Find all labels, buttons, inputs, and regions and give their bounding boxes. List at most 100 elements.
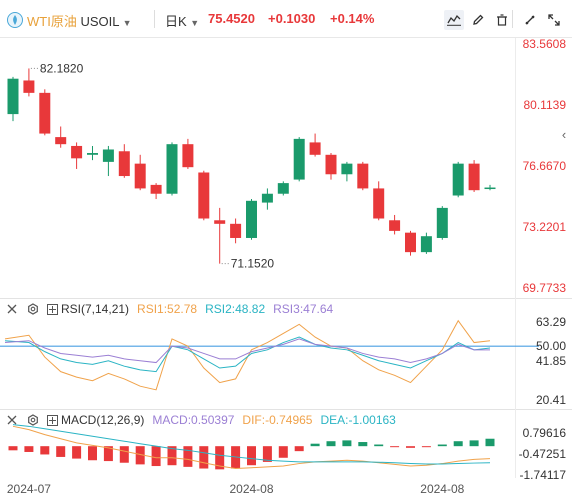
macd-axis: 0.79616 -0.47251 -1.74117: [519, 426, 567, 482]
macd-histogram-bar: [40, 446, 50, 455]
macd-histogram-bar: [262, 446, 272, 462]
period-chevron-down-icon: ▼: [190, 18, 200, 28]
visibility-icon[interactable]: [47, 414, 58, 426]
visibility-icon[interactable]: [47, 303, 58, 315]
price-tick-label: 80.1139: [524, 98, 567, 112]
candle-body: [452, 163, 464, 196]
rsi-series-rsi1: [4, 319, 491, 391]
macd-series-dea: [12, 424, 491, 465]
candle-body: [246, 200, 257, 238]
candle-body: [468, 163, 480, 191]
macd-indicator-label: MACD(12,26,9): [61, 413, 145, 427]
tools-icon: [525, 15, 535, 25]
time-tick-label: 2024-08: [229, 482, 273, 496]
rsi-tick-label: 20.41: [536, 393, 566, 407]
macd-histogram-bar: [342, 440, 352, 447]
candle-body: [357, 163, 369, 189]
macd-histogram-bar: [199, 446, 209, 469]
close-panel-icon[interactable]: [6, 414, 18, 426]
candle-body: [150, 184, 162, 194]
macd-layer: [8, 424, 495, 470]
candle-body: [405, 232, 416, 253]
macd-tick-label: -1.74117: [520, 468, 567, 482]
macd-histogram-bar: [358, 442, 368, 447]
macd-histogram-bar: [8, 446, 18, 451]
candle-body: [341, 163, 353, 175]
rsi2-legend: RSI2:48.82: [205, 302, 266, 316]
macd-histogram-bar: [326, 441, 336, 447]
candle-body: [420, 236, 432, 253]
rsi-tick-label: 63.29: [536, 315, 566, 329]
macd-tick-label: -0.47251: [519, 447, 567, 461]
rsi1-legend: RSI1:52.78: [137, 302, 198, 316]
macd-histogram-bar: [294, 446, 304, 452]
macd-histogram-bar: [167, 446, 177, 466]
macd-histogram-bar: [215, 446, 225, 470]
candle-body: [55, 137, 67, 145]
macd-histogram-bar: [469, 440, 479, 447]
macd-histogram-bar: [119, 446, 129, 463]
delete-button[interactable]: [492, 10, 512, 30]
toolbar-divider: [512, 10, 513, 28]
settings-icon[interactable]: [27, 414, 39, 426]
tools-button[interactable]: [520, 10, 540, 30]
expand-button[interactable]: [544, 10, 564, 30]
candle-body: [230, 223, 242, 238]
macd-histogram-bar: [310, 443, 320, 447]
candle-body: [23, 80, 35, 93]
rsi-indicator-label: RSI(7,14,21): [61, 302, 130, 316]
candle-body: [166, 144, 178, 194]
time-tick-label: 2024-08: [420, 482, 464, 496]
symbol-selector[interactable]: WTI原油 USOIL ▼: [27, 11, 132, 30]
macd-histogram-bar: [406, 446, 415, 448]
rsi-tick-label: 50.00: [536, 339, 566, 353]
time-axis: 2024-07 2024-08 2024-08: [7, 482, 465, 496]
macd-histogram-bar: [183, 446, 193, 467]
candle-body: [484, 187, 496, 190]
price-tick-label: 83.5608: [523, 37, 567, 51]
header-divider: [154, 10, 155, 28]
macd-histogram-bar: [88, 446, 97, 461]
price-line-button[interactable]: [444, 10, 464, 30]
macd-histogram-bar: [374, 444, 384, 447]
macd-histogram-bar: [103, 446, 113, 462]
low-annotation: 71.1520: [231, 257, 275, 271]
dif-legend: DIF:-0.74965: [242, 413, 313, 427]
candle-body: [39, 92, 51, 134]
candles-layer: [7, 68, 496, 264]
rsi-tick-label: 41.85: [536, 354, 566, 368]
candle-body: [214, 220, 226, 224]
macd-histogram-bar: [485, 438, 495, 447]
candle-body: [261, 193, 273, 203]
macd-histogram-bar: [390, 446, 400, 448]
price-tick-label: 76.6670: [523, 159, 567, 173]
macd-histogram-bar: [56, 446, 66, 457]
period-label: 日K: [165, 14, 187, 29]
macd-legend: MACD:0.50397: [152, 413, 235, 427]
rsi-panel-header: RSI(7,14,21) RSI1:52.78 RSI2:48.82 RSI3:…: [6, 302, 333, 316]
time-tick-label: 2024-07: [7, 482, 51, 496]
candle-body: [436, 207, 448, 238]
symbol-name: WTI原油: [27, 14, 77, 29]
chart-header: WTI原油 USOIL ▼ 日K ▼ 75.4520 +0.1030 +0.14…: [0, 0, 572, 38]
macd-histogram-bar: [135, 446, 145, 465]
close-panel-icon[interactable]: [6, 303, 18, 315]
candle-body: [309, 142, 321, 155]
period-selector[interactable]: 日K ▼: [165, 11, 199, 30]
rsi-layer: [0, 319, 539, 391]
settings-icon[interactable]: [27, 303, 39, 315]
candle-body: [325, 154, 337, 175]
delete-icon: [497, 14, 507, 26]
pen-icon: [473, 14, 484, 25]
price-tick-label: 69.7733: [523, 281, 567, 295]
candle-body: [134, 163, 146, 189]
candle-body: [102, 149, 114, 162]
macd-series-dif: [12, 425, 491, 470]
candle-body: [373, 188, 385, 219]
draw-button[interactable]: [468, 10, 488, 30]
price-line-icon: [447, 14, 461, 26]
chevron-left-icon[interactable]: ‹: [561, 126, 567, 142]
candle-body: [7, 78, 19, 115]
